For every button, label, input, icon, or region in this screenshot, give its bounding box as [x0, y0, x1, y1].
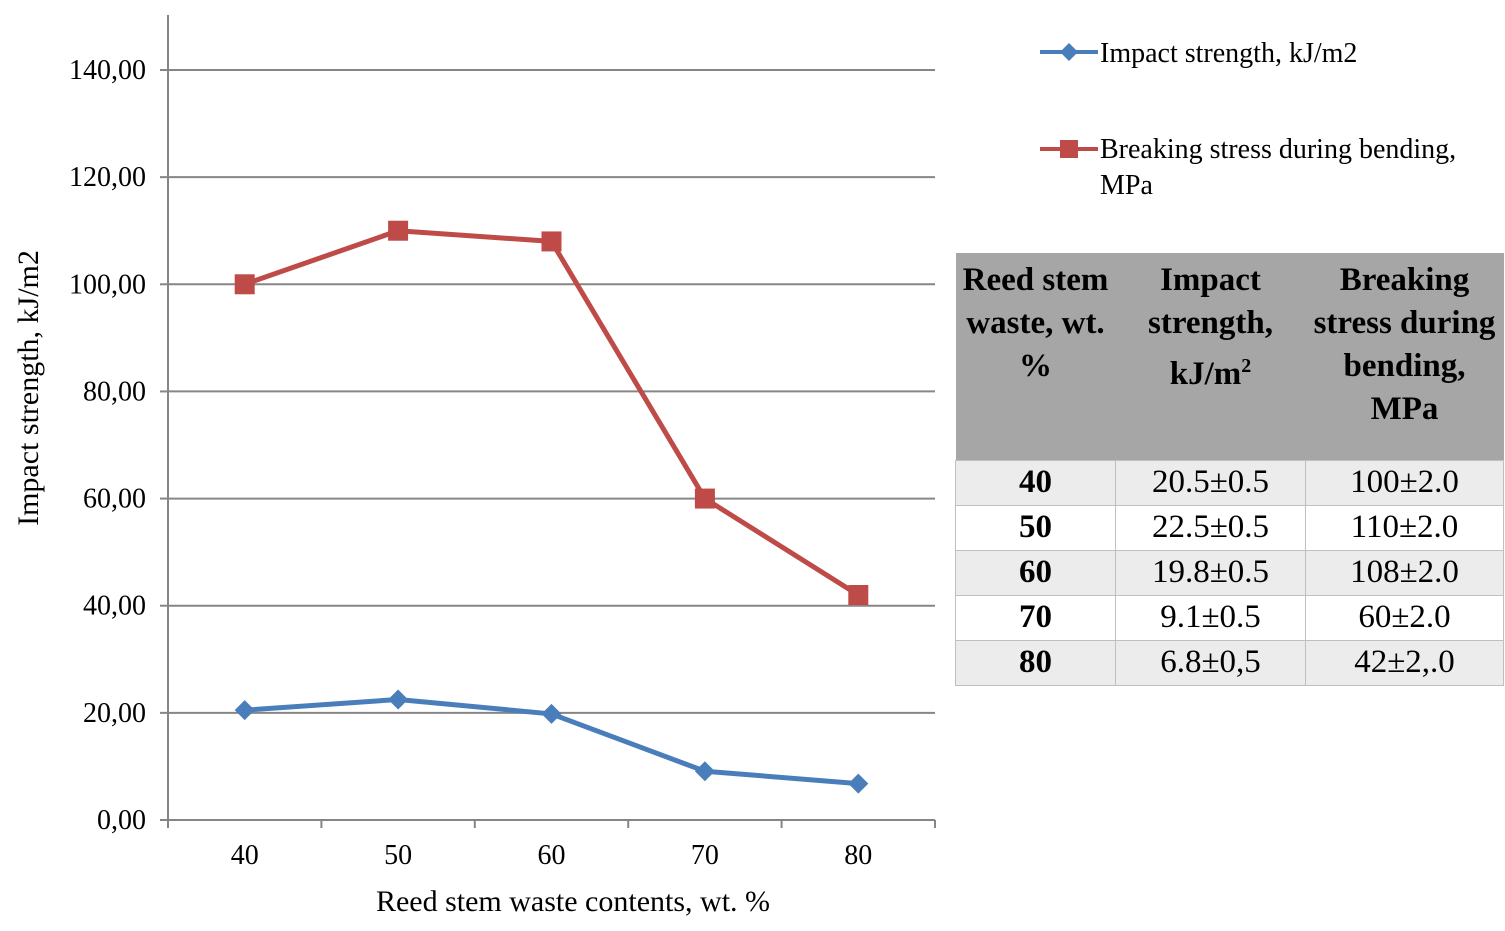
impact-strength-point [848, 773, 869, 794]
legend-impact-label: Impact strength, kJ/m2 [1100, 38, 1357, 69]
x-tick-label: 60 [538, 840, 566, 871]
y-tick-label: 0,00 [97, 805, 146, 836]
table-row: 70 9.1±0.5 60±2.0 [955, 594, 1504, 641]
x-axis-title: Reed stem waste contents, wt. % [376, 885, 770, 918]
table-row: 80 6.8±0,5 42±2,.0 [955, 639, 1504, 686]
breaking-stress-point [848, 585, 869, 605]
header-impact: Impact strength, kJ/m2 [1115, 253, 1306, 460]
y-tick-label: 100,00 [69, 269, 146, 300]
table-header-row: Reed stem waste, wt. % Impact strength, … [955, 253, 1504, 460]
gridlines [168, 69, 935, 714]
breaking-stress-point [234, 274, 255, 295]
y-tick-label: 140,00 [69, 55, 146, 86]
table-row: 50 22.5±0.5 110±2.0 [955, 504, 1504, 551]
y-tick-label: 20,00 [83, 698, 146, 729]
impact-strength-point [388, 689, 409, 710]
table-row: 40 20.5±0.5 100±2.0 [955, 459, 1504, 506]
table-row: 60 19.8±0.5 108±2.0 [955, 549, 1504, 596]
x-tick-labels: 40 50 60 70 80 [231, 840, 873, 871]
x-tick-label: 70 [691, 840, 719, 871]
cell-waste: 40 [955, 459, 1116, 506]
cell-impact: 22.5±0.5 [1115, 504, 1306, 551]
breaking-stress-point [694, 488, 715, 509]
cell-impact: 9.1±0.5 [1115, 594, 1306, 641]
cell-waste: 60 [955, 549, 1116, 596]
cell-waste: 70 [955, 594, 1116, 641]
legend-breaking-label-line2: MPa [1100, 170, 1153, 201]
cell-stress: 108±2.0 [1305, 549, 1504, 596]
header-impact-text: Impact strength, kJ/m [1148, 262, 1273, 392]
y-tick-label: 120,00 [69, 162, 146, 193]
breaking-stress-point [388, 220, 409, 241]
cell-stress: 42±2,.0 [1305, 639, 1504, 686]
legend-impact-diamond-icon [1060, 43, 1078, 61]
x-tick-label: 50 [384, 840, 412, 871]
y-axis-title: Impact strength, kJ/m2 [12, 250, 45, 526]
legend-breaking-label-line1: Breaking stress during bending, [1100, 134, 1456, 165]
legend: Impact strength, kJ/m2 Breaking stress d… [1040, 38, 1456, 201]
x-tick-label: 80 [844, 840, 872, 871]
cell-stress: 60±2.0 [1305, 594, 1504, 641]
impact-strength-point [234, 700, 255, 721]
data-table: Reed stem waste, wt. % Impact strength, … [955, 253, 1504, 686]
breaking-stress-point [541, 231, 562, 252]
cell-impact: 6.8±0,5 [1115, 639, 1306, 686]
cell-stress: 110±2.0 [1305, 504, 1504, 551]
axes [160, 15, 936, 828]
cell-waste: 80 [955, 639, 1116, 686]
breaking-stress-line [243, 228, 860, 598]
cell-impact: 20.5±0.5 [1115, 459, 1306, 506]
cell-stress: 100±2.0 [1305, 459, 1504, 506]
header-waste: Reed stem waste, wt. % [955, 253, 1116, 460]
y-tick-labels: 0,00 20,00 40,00 60,00 80,00 100,00 120,00 140,… [69, 55, 146, 836]
impact-strength-point [694, 761, 715, 782]
legend-breaking-square-icon [1060, 140, 1078, 158]
cell-impact: 19.8±0.5 [1115, 549, 1306, 596]
y-tick-label: 40,00 [83, 591, 146, 622]
cell-waste: 50 [955, 504, 1116, 551]
header-impact-superscript: 2 [1241, 355, 1252, 377]
series [234, 220, 869, 794]
impact-strength-point [541, 703, 562, 724]
header-stress: Breaking stress during bending, MPa [1305, 253, 1504, 460]
x-tick-label: 40 [231, 840, 259, 871]
y-tick-label: 80,00 [83, 376, 146, 407]
y-tick-label: 60,00 [83, 484, 146, 515]
